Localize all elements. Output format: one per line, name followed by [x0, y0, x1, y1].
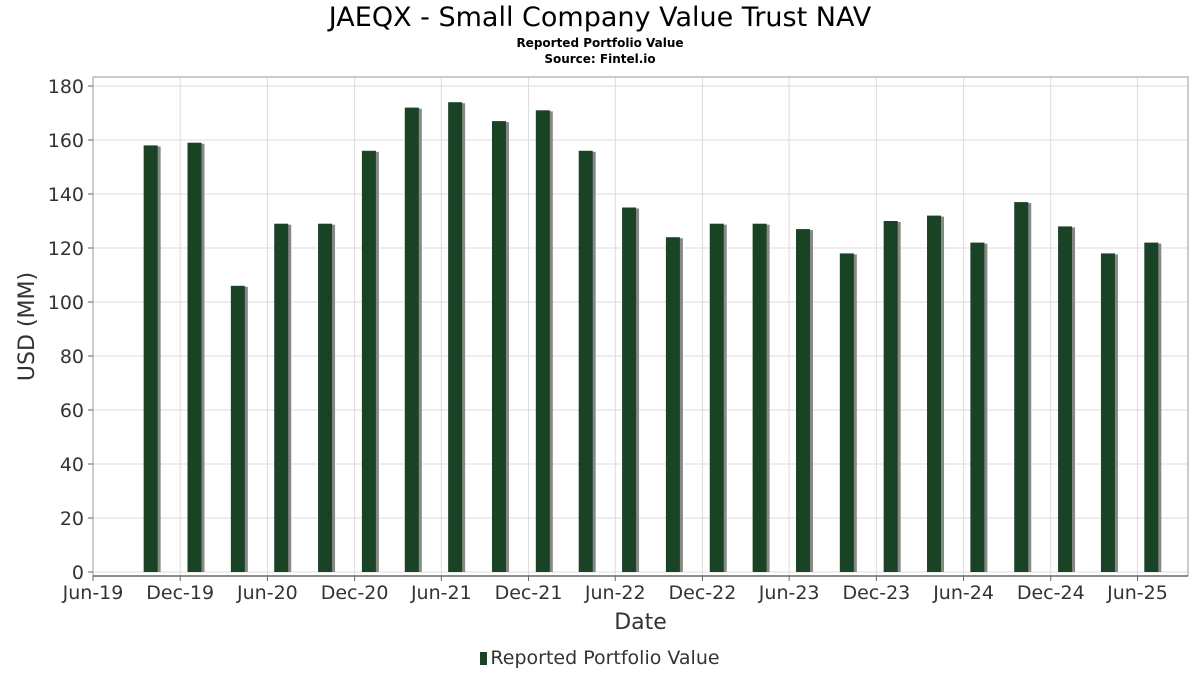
bar — [274, 223, 289, 572]
bar — [1144, 242, 1159, 572]
x-axis-title: Date — [614, 610, 667, 635]
y-tick-label: 100 — [48, 292, 84, 314]
bar — [318, 223, 333, 572]
x-tick-label: Jun-22 — [584, 582, 646, 604]
y-tick-label: 40 — [60, 454, 84, 476]
y-tick-label: 120 — [48, 238, 84, 260]
x-tick-label: Dec-23 — [842, 582, 910, 604]
y-tick-label: 160 — [48, 130, 84, 152]
x-tick-label: Jun-23 — [758, 582, 820, 604]
x-tick-label: Dec-20 — [321, 582, 389, 604]
bars — [143, 102, 1162, 573]
x-tick-label: Dec-19 — [146, 582, 214, 604]
bar — [404, 107, 419, 572]
bar — [578, 150, 593, 573]
chart-title: JAEQX - Small Company Value Trust NAV — [328, 2, 872, 33]
bar — [883, 221, 898, 572]
y-axis-title: USD (MM) — [15, 272, 40, 381]
bar — [795, 229, 810, 572]
legend: Reported Portfolio Value — [0, 647, 1200, 669]
bar — [1014, 202, 1029, 572]
bar — [448, 102, 463, 572]
bar — [839, 253, 854, 572]
y-tick-label: 60 — [60, 400, 84, 422]
bar — [187, 142, 202, 572]
x-tick-label: Dec-21 — [495, 582, 563, 604]
x-tick-label: Jun-25 — [1106, 582, 1168, 604]
bar — [970, 242, 985, 572]
legend-label: Reported Portfolio Value — [490, 647, 720, 669]
y-tick-label: 140 — [48, 184, 84, 206]
legend-swatch — [480, 652, 488, 665]
bar — [491, 121, 506, 572]
bar — [752, 223, 767, 572]
x-tick-label: Dec-24 — [1017, 582, 1085, 604]
x-tick-label: Jun-21 — [410, 582, 472, 604]
chart-source: Source: Fintel.io — [544, 52, 656, 66]
bar — [230, 285, 245, 572]
bar — [709, 223, 724, 572]
chart-subtitle: Reported Portfolio Value — [516, 36, 684, 50]
bar — [622, 207, 637, 572]
x-tick-label: Jun-20 — [236, 582, 298, 604]
bar — [665, 237, 680, 572]
bar — [927, 215, 942, 572]
bar — [1058, 226, 1073, 572]
x-tick-label: Dec-22 — [669, 582, 737, 604]
y-tick-label: 180 — [48, 76, 84, 98]
bar — [361, 150, 376, 573]
y-tick-label: 20 — [60, 508, 84, 530]
x-tick-label: Jun-19 — [62, 582, 124, 604]
bar — [1100, 253, 1115, 572]
y-tick-label: 0 — [72, 562, 84, 584]
y-tick-label: 80 — [60, 346, 84, 368]
y-axis-ticks: 0 20 40 60 80 100 120 140 160 180 — [48, 76, 93, 584]
bar — [535, 110, 550, 573]
bar — [143, 145, 158, 572]
x-tick-label: Jun-24 — [932, 582, 994, 604]
x-axis-ticks: Jun-19 Dec-19 Jun-20 Dec-20 Jun-21 Dec-21 Jun-… — [62, 576, 1168, 604]
